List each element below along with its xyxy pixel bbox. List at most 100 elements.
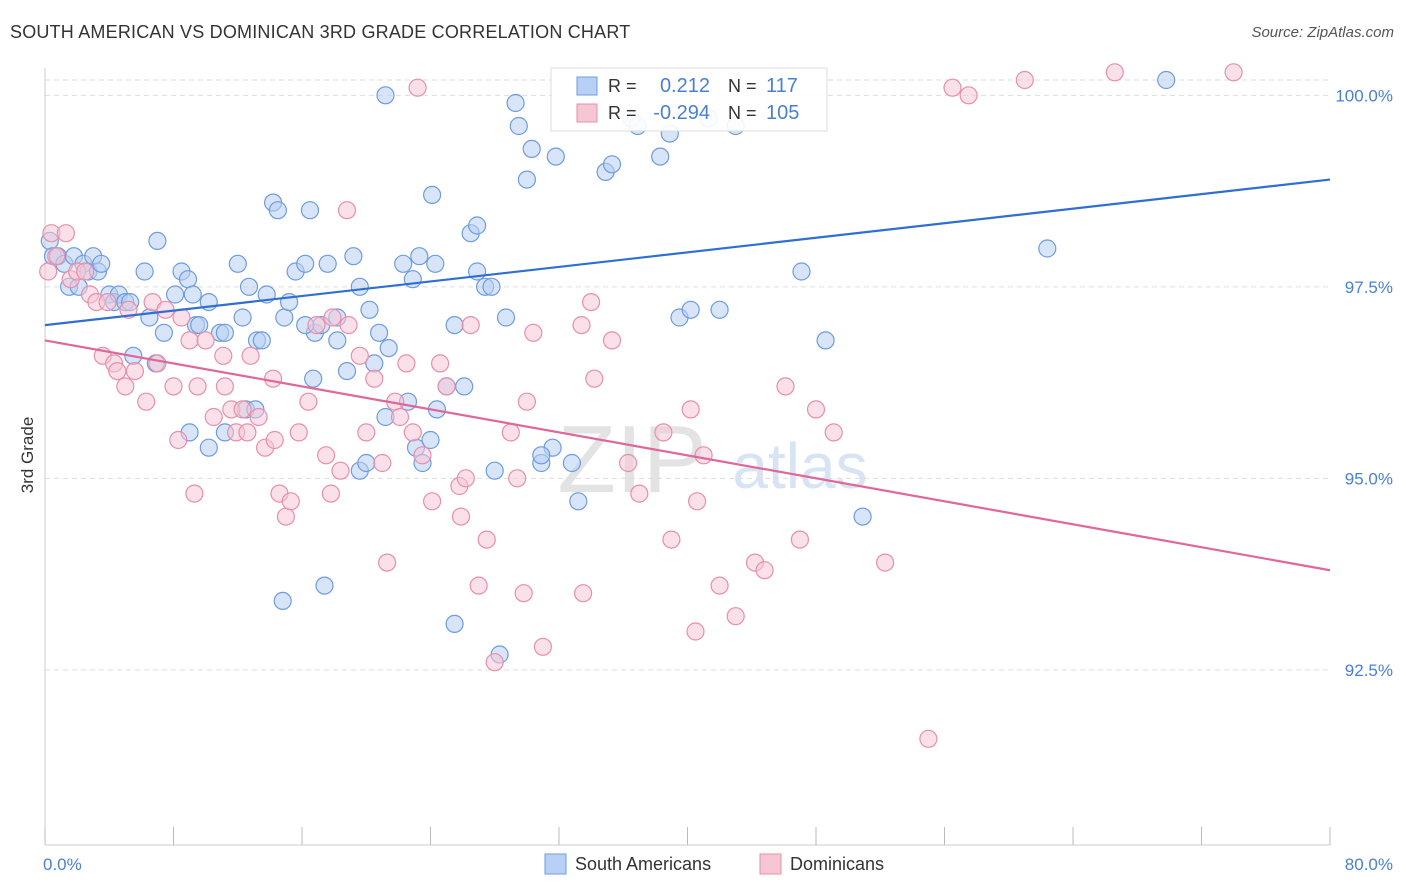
data-point-south-americans [233, 308, 252, 327]
data-point-south-americans [602, 155, 622, 174]
data-point-south-americans [318, 254, 337, 273]
data-point-south-americans [496, 308, 516, 327]
data-point-south-americans [482, 277, 501, 296]
data-point-dominicans [437, 377, 456, 396]
data-point-dominicans [185, 484, 204, 503]
x-tick-label-max: 80.0% [1345, 855, 1393, 874]
data-point-south-americans [154, 323, 173, 342]
y-tick-label: 97.5% [1345, 278, 1393, 297]
data-point-dominicans [514, 584, 533, 603]
data-point-south-americans [468, 216, 487, 235]
chart-title: SOUTH AMERICAN VS DOMINICAN 3RD GRADE CO… [10, 22, 631, 42]
data-point-south-americans [344, 247, 363, 266]
data-point-dominicans [264, 369, 283, 388]
data-point-dominicans [790, 530, 810, 549]
data-point-dominicans [281, 492, 300, 511]
data-point-dominicans [148, 354, 167, 373]
data-point-south-americans [651, 147, 670, 166]
data-point-dominicans [710, 576, 729, 595]
data-point-dominicans [875, 553, 895, 572]
trend-line-south-americans [44, 178, 1331, 327]
data-point-dominicans [265, 430, 284, 450]
legend-swatch [576, 76, 598, 96]
data-point-dominicans [137, 392, 156, 411]
data-point-dominicans [573, 584, 593, 603]
data-point-dominicans [317, 446, 336, 465]
data-point-south-americans [166, 285, 185, 304]
data-point-south-americans [148, 231, 167, 250]
data-point-dominicans [390, 407, 410, 427]
data-point-south-americans [426, 254, 445, 273]
data-point-south-americans [379, 339, 398, 358]
data-point-dominicans [76, 262, 95, 281]
data-point-south-americans [252, 331, 271, 350]
legend-swatch-south-americans [544, 853, 567, 875]
data-point-dominicans [451, 507, 471, 526]
data-point-south-americans [135, 262, 154, 281]
data-point-south-americans [1038, 239, 1057, 258]
data-point-south-americans [532, 446, 551, 465]
data-point-dominicans [378, 553, 397, 572]
data-point-south-americans [268, 201, 287, 220]
stats-legend: R = 0.212 N = 117 R = -0.294 N = 105 [550, 67, 828, 132]
data-point-south-americans [300, 201, 320, 220]
data-point-dominicans [431, 354, 450, 373]
data-point-dominicans [339, 316, 358, 335]
data-point-south-americans [337, 362, 357, 381]
data-point-dominicans [119, 300, 138, 319]
data-point-dominicans [241, 346, 260, 365]
data-point-south-americans [273, 591, 292, 611]
data-point-south-americans [546, 147, 565, 166]
data-point-south-americans [816, 331, 835, 350]
legend-n-label: N = [728, 103, 757, 123]
data-point-south-americans [357, 453, 376, 473]
data-point-south-americans [792, 262, 811, 281]
data-point-dominicans [403, 423, 422, 442]
data-point-south-americans [506, 93, 525, 113]
data-point-dominicans [630, 484, 649, 503]
data-point-dominicans [196, 331, 215, 350]
data-point-dominicans [357, 423, 376, 442]
data-point-dominicans [47, 247, 66, 266]
data-point-dominicans [39, 262, 58, 281]
data-point-south-americans [315, 576, 334, 595]
y-axis-label: 3rd Grade [18, 417, 37, 494]
data-point-south-americans [190, 316, 209, 335]
data-point-dominicans [1224, 63, 1243, 82]
data-point-dominicans [959, 86, 978, 105]
data-point-dominicans [397, 354, 416, 373]
data-point-south-americans [410, 247, 429, 266]
data-point-dominicans [215, 377, 234, 396]
data-point-south-americans [394, 254, 413, 273]
legend-label-south-americans: South Americans [575, 854, 711, 874]
data-point-dominicans [337, 201, 357, 220]
data-point-dominicans [373, 453, 392, 473]
data-point-south-americans [376, 86, 395, 105]
data-point-south-americans [328, 331, 347, 350]
data-point-dominicans [469, 576, 488, 595]
data-point-south-americans [199, 438, 218, 457]
data-point-dominicans [331, 461, 350, 480]
data-point-dominicans [423, 492, 442, 511]
data-point-dominicans [321, 484, 340, 503]
data-point-south-americans [710, 300, 729, 319]
data-point-dominicans [654, 423, 673, 442]
y-tick-label: 100.0% [1335, 86, 1393, 105]
data-point-dominicans [125, 362, 144, 381]
data-point-south-americans [1157, 70, 1176, 90]
data-point-south-americans [304, 369, 323, 388]
data-point-south-americans [445, 316, 464, 335]
data-point-dominicans [687, 492, 707, 511]
data-point-south-americans [350, 277, 369, 296]
data-point-dominicans [233, 400, 252, 419]
data-point-dominicans [180, 331, 199, 350]
data-point-dominicans [204, 407, 223, 427]
data-point-dominicans [214, 346, 233, 365]
legend-swatch [576, 103, 598, 123]
legend-r-label: R = [608, 76, 637, 96]
data-point-dominicans [188, 377, 207, 396]
data-point-dominicans [456, 469, 475, 488]
data-point-south-americans [183, 285, 202, 304]
data-point-south-americans [370, 323, 389, 342]
data-point-dominicans [169, 430, 188, 450]
